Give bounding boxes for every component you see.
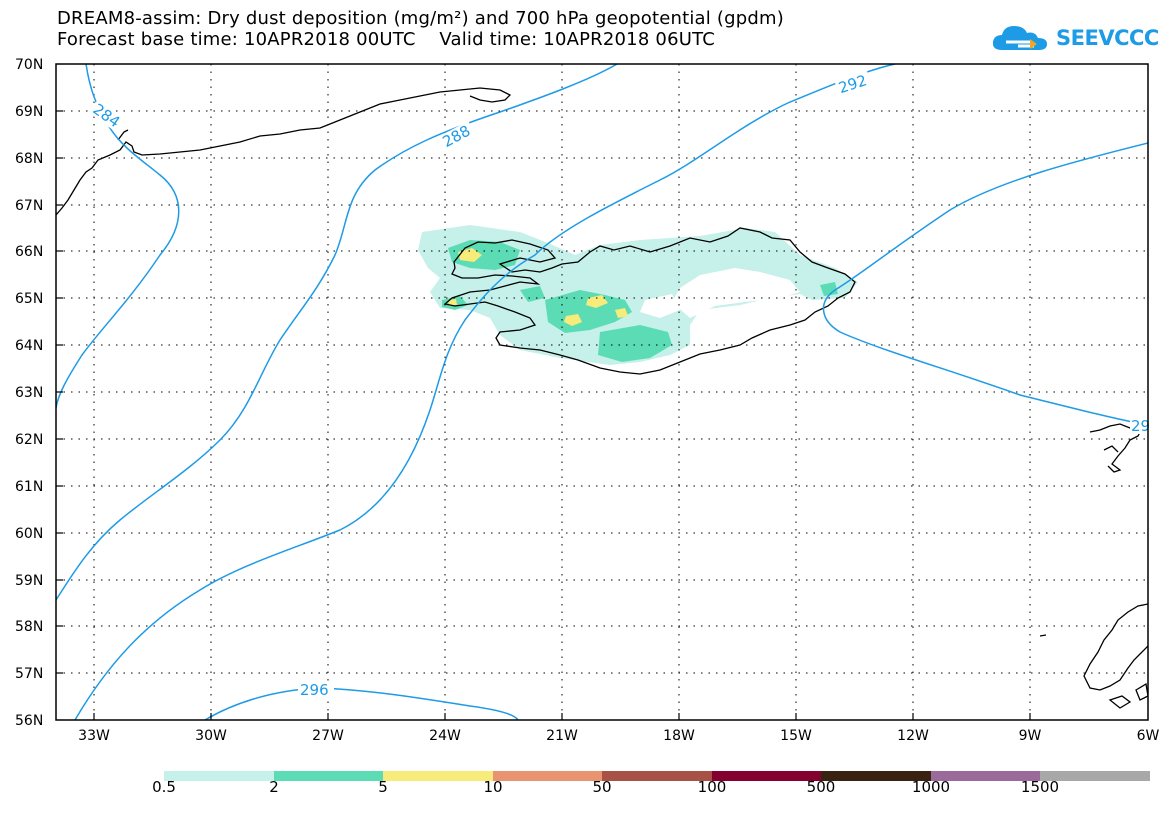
colorbar-swatch — [383, 771, 493, 781]
dust-deposition-shading — [418, 225, 858, 365]
lat-label: 56N — [15, 713, 43, 729]
colorbar-label: 1000 — [911, 778, 951, 796]
logo-text: SEEVCCC — [1056, 26, 1159, 50]
seevccc-logo: SEEVCCC — [990, 20, 1159, 56]
map-title-line-1: DREAM8-assim: Dry dust deposition (mg/m²… — [57, 8, 784, 29]
colorbar-swatch — [931, 771, 1040, 781]
colorbar — [164, 771, 1150, 781]
dust-area-yellow-5 — [615, 308, 628, 318]
contour-north-east — [822, 142, 1148, 426]
cloud-logo-icon — [992, 26, 1047, 50]
colorbar-label: 10 — [483, 778, 503, 796]
colorbar-label: 0.5 — [152, 778, 176, 796]
colorbar-label: 1500 — [1020, 778, 1060, 796]
coastlines — [56, 87, 1148, 709]
faroe-islands-coast — [1089, 421, 1143, 473]
map-title-line-2: Forecast base time: 10APR2018 00UTC Vali… — [57, 29, 716, 50]
frame-ticks — [56, 110, 1031, 720]
lat-label: 59N — [15, 573, 43, 589]
latitude-labels: 70N 69N 68N 67N 66N 65N 64N 63N 62N 61N … — [15, 57, 43, 729]
iceland-coast — [443, 227, 856, 375]
lat-label: 64N — [15, 338, 43, 354]
greenland-coast — [56, 87, 512, 216]
dust-area-medium-5 — [520, 286, 545, 302]
longitude-labels: 33W 30W 27W 24W 21W 18W 15W 12W 9W 6W — [78, 728, 1159, 744]
colorbar-swatch — [821, 771, 931, 781]
lat-label: 61N — [15, 479, 43, 495]
lon-label: 6W — [1137, 728, 1160, 744]
dust-area-white-interior-2 — [640, 294, 680, 318]
colorbar-swatch — [602, 771, 712, 781]
lon-label: 21W — [546, 728, 578, 744]
lat-label: 67N — [15, 198, 43, 214]
lat-label: 66N — [15, 244, 43, 260]
graticule — [56, 64, 1148, 720]
lon-label: 9W — [1019, 728, 1042, 744]
colorbar-label: 100 — [697, 778, 727, 796]
lon-label: 15W — [780, 728, 812, 744]
contour-label-292: 292 — [836, 71, 869, 97]
lat-label: 60N — [15, 526, 43, 542]
colorbar-label: 50 — [592, 778, 612, 796]
lat-label: 62N — [15, 432, 43, 448]
lat-label: 57N — [15, 666, 43, 682]
lon-label: 33W — [78, 728, 110, 744]
lon-label: 24W — [429, 728, 461, 744]
lon-label: 12W — [897, 728, 929, 744]
lat-label: 69N — [15, 104, 43, 120]
colorbar-swatch — [493, 771, 602, 781]
contour-288-west — [56, 64, 618, 601]
lat-label: 63N — [15, 385, 43, 401]
contour-label-29-edge: 29 — [1131, 417, 1150, 435]
dust-area-yellow-4 — [448, 299, 457, 306]
lon-label: 18W — [663, 728, 695, 744]
lat-label: 68N — [15, 151, 43, 167]
lat-label: 70N — [15, 57, 43, 73]
colorbar-label: 5 — [378, 778, 388, 796]
colorbar-swatch — [164, 771, 274, 781]
dust-area-white-interior — [672, 268, 800, 318]
dust-area-medium-3 — [598, 325, 672, 362]
lat-label: 58N — [15, 619, 43, 635]
colorbar-label: 500 — [806, 778, 836, 796]
lon-label: 30W — [195, 728, 227, 744]
colorbar-swatch — [274, 771, 383, 781]
colorbar-label: 2 — [269, 778, 279, 796]
contour-label-296: 296 — [300, 681, 329, 699]
scotland-coast — [1039, 603, 1148, 709]
dust-area-yellow-2 — [586, 295, 608, 308]
lat-label: 65N — [15, 291, 43, 307]
dust-area-yellow-3 — [564, 314, 582, 326]
colorbar-swatch — [1040, 771, 1150, 781]
geopotential-contours — [56, 64, 1148, 720]
contour-296 — [204, 687, 519, 720]
dust-area-medium-6 — [820, 282, 838, 296]
map-frame — [55, 63, 1149, 721]
colorbar-swatch — [712, 771, 821, 781]
contour-292 — [74, 64, 896, 720]
lon-label: 27W — [312, 728, 344, 744]
